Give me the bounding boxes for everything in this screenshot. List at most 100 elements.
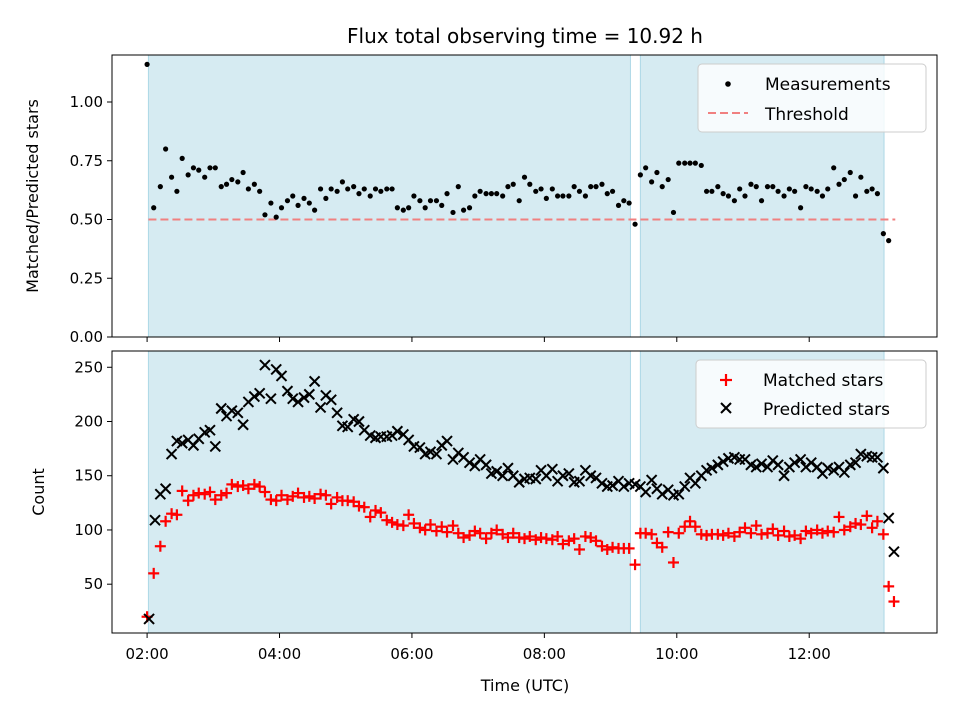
predicted-star-point [679,480,691,493]
matched-star-point [276,489,288,501]
y-tick-label: 0.50 [70,211,103,229]
predicted-star-point [828,464,840,477]
top-x-ticks [146,337,810,342]
predicted-star-point [237,419,249,431]
measurement-point [632,221,638,227]
matched-star-point [800,525,812,537]
matched-star-point [838,524,850,536]
predicted-star-point [778,470,790,482]
matched-star-point [557,538,569,550]
measurement-point [543,195,549,201]
measurement-point [692,160,698,166]
predicted-star-point [165,448,178,460]
matched-star-point [469,525,481,537]
measurement-point [510,181,516,187]
measurement-point [262,212,268,218]
measurement-point [163,146,169,152]
measurement-point [245,186,251,192]
measurement-point [328,186,334,192]
measurement-point [869,186,875,192]
top-legend: Measurements Threshold [697,63,927,133]
predicted-star-point [253,387,266,400]
matched-star-point [866,522,878,534]
measurement-point [212,165,218,171]
predicted-star-point [314,401,327,414]
measurement-point [301,195,307,201]
bottom-y-ticks: 50 100 150 200 250 [74,358,112,593]
predicted-star-point [788,457,801,469]
measurement-point [472,193,478,199]
measurement-point [196,167,202,173]
measurement-point [731,198,737,204]
measurement-point [549,186,555,192]
measurement-point [168,174,175,180]
measurement-point [538,186,544,192]
matched-star-point [187,489,199,501]
predicted-star-point [298,391,310,404]
measurement-point [609,188,616,194]
measurement-point [814,188,820,194]
matched-star-point [204,486,216,498]
predicted-star-point [712,459,724,471]
predicted-star-point [215,402,227,415]
measurement-point [808,186,814,192]
measurement-point [157,184,163,190]
x-tick-label: 02:00 [125,645,168,663]
predicted-star-point [563,467,575,480]
measurement-point [394,205,400,211]
bottom-legend-box [695,359,927,429]
measurement-point [643,165,649,171]
matched-star-point [816,527,828,539]
measurement-point [792,188,798,194]
matched-star-point [563,535,575,547]
measurement-point [533,188,539,194]
predicted-star-point [463,457,476,469]
bottom-x-axis-label: Time (UTC) [480,676,569,695]
predicted-star-point [750,461,762,473]
measurement-point [466,205,473,211]
legend-measurements-label: Measurements [765,75,891,95]
measurement-point [819,193,826,199]
measurement-point [682,160,688,166]
predicted-star-point [275,370,288,382]
matched-star-point [358,501,370,513]
top-y-axis-label: Matched/Predicted stars [23,99,42,293]
matched-star-point [739,522,751,534]
matched-star-point [370,504,382,516]
predicted-star-point [391,425,404,437]
matched-star-point [601,543,613,555]
measurement-point [886,238,892,244]
measurement-point [500,193,506,199]
predicted-star-point [259,359,271,371]
measurement-point [715,184,721,190]
matched-star-point [154,540,166,552]
predicted-star-point [673,488,685,500]
predicted-star-point [882,512,895,524]
predicted-star-point [232,407,244,419]
predicted-star-point [430,448,443,460]
predicted-star-point [143,613,155,625]
measurement-point [626,200,632,206]
legend-threshold-label: Threshold [764,105,849,125]
measurement-point [649,179,655,185]
predicted-star-point [596,477,608,490]
measurement-point [334,188,340,194]
predicted-star-point [303,388,316,401]
measurement-point [566,193,572,199]
measurement-point [268,200,274,206]
matched-star-point [419,524,431,536]
predicted-star-point [755,458,768,470]
matched-star-point [629,559,641,571]
matched-star-point [883,580,895,592]
predicted-star-point [248,390,261,403]
measurement-point [174,188,180,194]
matched-star-point [292,487,304,499]
measurement-point [725,193,732,199]
predicted-star-point [822,462,834,474]
matched-star-point [789,529,801,541]
top-legend-box [697,63,927,133]
predicted-star-point [888,545,900,558]
y-tick-label: 0.00 [70,328,103,346]
matched-star-point [679,521,691,533]
measurement-point [582,193,589,199]
